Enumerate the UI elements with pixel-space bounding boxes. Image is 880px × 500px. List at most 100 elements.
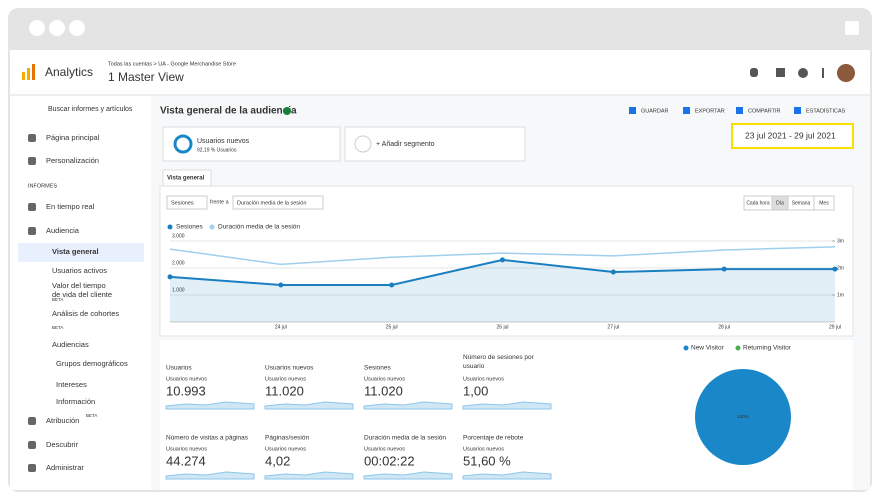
legend-dot bbox=[167, 224, 173, 230]
nav-item[interactable]: Vista general bbox=[52, 247, 99, 256]
point bbox=[389, 282, 395, 288]
card-title: Duración media de la sesión bbox=[364, 435, 446, 442]
period-label: Día bbox=[776, 200, 784, 206]
avatar[interactable] bbox=[837, 64, 855, 82]
metric2-selector: Duración media de la sesión bbox=[237, 200, 306, 206]
area bbox=[170, 259, 835, 322]
period-label: Cada hora bbox=[746, 200, 770, 206]
nav-item[interactable]: Audiencia bbox=[46, 226, 80, 235]
action-icon bbox=[683, 107, 690, 114]
x-tick-label: 29 jul bbox=[829, 324, 841, 330]
nav-item[interactable]: Valor del tiempo de vida del cliente bbox=[52, 281, 112, 299]
nav-item[interactable]: Intereses bbox=[56, 380, 87, 389]
card-title: Porcentaje de rebote bbox=[463, 435, 524, 442]
point bbox=[278, 282, 284, 288]
x-tick-label: 27 jul bbox=[607, 324, 619, 330]
nav-item[interactable]: Grupos demográficos bbox=[56, 359, 128, 368]
dropdown[interactable] bbox=[166, 195, 208, 210]
nav-item[interactable]: En tiempo real bbox=[46, 202, 95, 211]
card-sub: Usuarios nuevos bbox=[265, 446, 306, 452]
date-range[interactable]: 23 jul 2021 - 29 jul 2021 bbox=[745, 130, 836, 140]
beta-badge: BETA bbox=[52, 297, 63, 302]
sparkline bbox=[264, 471, 354, 480]
card-sub: Usuarios nuevos bbox=[364, 376, 405, 382]
bell-icon[interactable] bbox=[750, 68, 758, 77]
y-tick-label: 1.000 bbox=[172, 287, 185, 293]
action[interactable]: EXPORTAR bbox=[695, 108, 725, 114]
add-segment[interactable]: + Añadir segmento bbox=[376, 141, 435, 148]
point bbox=[610, 269, 616, 275]
date-box[interactable] bbox=[731, 123, 854, 149]
view-selector[interactable]: 1 Master View bbox=[108, 70, 184, 84]
nav-item: INFORMES bbox=[28, 183, 57, 189]
sparkline bbox=[165, 401, 255, 410]
nav-icon bbox=[28, 203, 36, 211]
nav-item[interactable]: Página principal bbox=[46, 133, 100, 142]
nav-item[interactable]: Análisis de cohortes bbox=[52, 309, 119, 318]
card-title: Páginas/sesión bbox=[265, 435, 309, 442]
nav-item[interactable]: Atribución bbox=[46, 416, 79, 425]
window-dot bbox=[29, 20, 45, 36]
action[interactable]: ESTADÍSTICAS bbox=[806, 107, 846, 114]
slice bbox=[695, 369, 791, 465]
segment-icon bbox=[173, 134, 193, 154]
card-value: 10.993 bbox=[166, 383, 206, 398]
card-value: 00:02:22 bbox=[364, 453, 415, 468]
segment-sub: 92,19 % Usuarios bbox=[197, 147, 237, 153]
y2-tick-label: 2m bbox=[837, 265, 844, 271]
period-button[interactable] bbox=[813, 195, 835, 211]
nav-icon bbox=[28, 464, 36, 472]
window-button[interactable] bbox=[845, 21, 859, 35]
beta-badge: BETA bbox=[52, 325, 63, 330]
card-value: 11.020 bbox=[364, 383, 403, 398]
logo bbox=[27, 68, 30, 80]
nav-item[interactable]: Audiencias bbox=[52, 340, 89, 349]
action[interactable]: COMPARTIR bbox=[748, 108, 781, 114]
sparkline bbox=[165, 471, 255, 480]
verified-icon bbox=[283, 107, 291, 115]
nav-item[interactable]: Administrar bbox=[46, 463, 84, 472]
card-sub: Usuarios nuevos bbox=[463, 376, 504, 382]
logo bbox=[32, 64, 35, 80]
logo bbox=[22, 72, 25, 80]
card-title: Usuarios bbox=[166, 365, 192, 372]
app-name: Analytics bbox=[45, 65, 93, 79]
y-tick-label: 2.000 bbox=[172, 260, 185, 266]
legend-label: New Visitor bbox=[691, 345, 725, 352]
sparkline bbox=[363, 401, 453, 410]
page-title: Vista general de la audiencia bbox=[160, 106, 297, 117]
period-label: Semana bbox=[792, 200, 811, 206]
nav-icon bbox=[28, 157, 36, 165]
x-tick-label: 25 jul bbox=[386, 324, 398, 330]
add-segment-box[interactable] bbox=[344, 126, 526, 162]
dropdown[interactable] bbox=[232, 195, 324, 210]
card-title: Sesiones bbox=[364, 365, 391, 372]
window-dot bbox=[69, 20, 85, 36]
nav-item[interactable]: Usuarios activos bbox=[52, 266, 107, 275]
legend-dot bbox=[209, 224, 215, 230]
legend-label: Sesiones bbox=[176, 224, 203, 231]
card-value: 1,00 bbox=[463, 383, 488, 398]
nav-icon bbox=[28, 227, 36, 235]
nav-icon bbox=[28, 134, 36, 142]
action-icon bbox=[736, 107, 743, 114]
help-icon[interactable] bbox=[798, 68, 808, 78]
tab-label[interactable]: Vista general bbox=[167, 176, 205, 182]
menu-icon[interactable] bbox=[822, 68, 824, 78]
search[interactable]: Buscar informes y artículos bbox=[48, 106, 133, 113]
card-value: 44.274 bbox=[166, 453, 206, 468]
nav-item[interactable]: Información bbox=[56, 397, 95, 406]
beta-badge: BETA bbox=[86, 413, 97, 418]
card-title: Número de visitas a páginas bbox=[166, 435, 249, 442]
x-tick-label: 24 jul bbox=[275, 324, 287, 330]
line bbox=[169, 246, 836, 266]
action[interactable]: GUARDAR bbox=[641, 108, 669, 114]
x-tick-label: 26 jul bbox=[497, 324, 509, 330]
tab[interactable] bbox=[162, 169, 212, 187]
point bbox=[167, 274, 173, 280]
apps-icon[interactable] bbox=[776, 68, 785, 77]
nav-item[interactable]: Personalización bbox=[46, 156, 99, 165]
nav-item[interactable]: Descubrir bbox=[46, 440, 79, 449]
segment-name: Usuarios nuevos bbox=[197, 138, 250, 145]
